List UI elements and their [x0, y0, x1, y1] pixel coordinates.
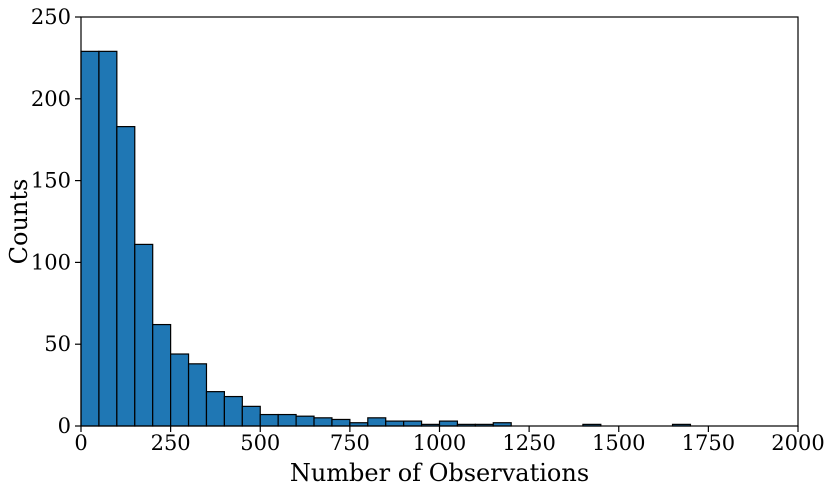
histogram-bar	[223, 395, 243, 427]
histogram-bar	[98, 50, 118, 427]
x-tick-label: 0	[74, 431, 87, 455]
y-tick-label: 200	[31, 87, 71, 111]
x-tick-label: 1000	[413, 431, 466, 455]
histogram-bar	[241, 405, 261, 427]
x-tick-label: 1500	[592, 431, 645, 455]
y-axis-label: Counts	[5, 179, 33, 265]
bars-group	[80, 50, 692, 427]
histogram-bar	[80, 50, 100, 427]
histogram-bar	[313, 417, 333, 427]
histogram-bar	[403, 420, 423, 427]
histogram-bar	[116, 126, 136, 427]
y-tick-label: 50	[44, 332, 71, 356]
histogram-bar	[367, 417, 387, 427]
x-tick-label: 250	[151, 431, 191, 455]
histogram-bar	[295, 415, 315, 427]
histogram-bar	[385, 420, 405, 427]
x-tick-label: 1750	[682, 431, 735, 455]
histogram-bar	[259, 413, 279, 427]
y-tick-label: 0	[58, 414, 71, 438]
histogram-bar	[152, 323, 172, 427]
histogram-bar	[205, 391, 226, 427]
y-tick-label: 250	[31, 5, 71, 29]
histogram-bar	[170, 353, 190, 427]
x-tick-label: 750	[330, 431, 370, 455]
histogram-bar	[187, 363, 208, 427]
y-axis-ticks: 0 50 100 150 200 250	[31, 5, 81, 438]
y-tick-label: 150	[31, 169, 71, 193]
x-tick-label: 2000	[771, 431, 824, 455]
plot-frame	[80, 16, 799, 427]
histogram-bar	[277, 413, 297, 427]
histogram-bar	[134, 243, 154, 427]
y-tick-label: 100	[31, 250, 71, 274]
x-tick-label: 1250	[502, 431, 555, 455]
x-tick-label: 500	[240, 431, 280, 455]
histogram-bar	[438, 420, 459, 427]
histogram-bar	[331, 418, 351, 427]
x-axis-label: Number of Observations	[290, 459, 589, 487]
x-axis-ticks: 0 250 500 750 1000 1250 1500 1750 2000	[74, 426, 825, 455]
